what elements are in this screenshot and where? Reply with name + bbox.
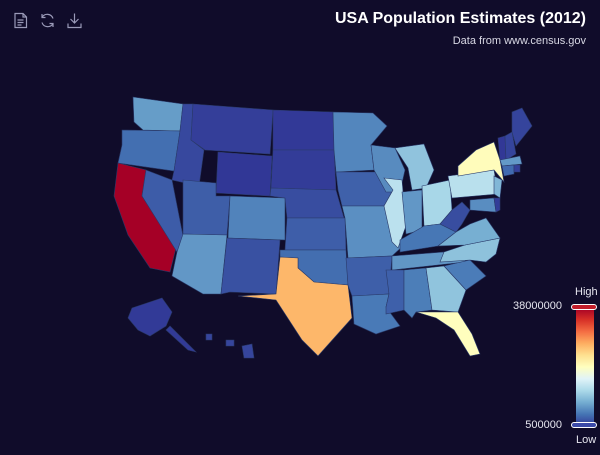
state-north-dakota[interactable]: North Dakota (272, 109, 335, 151)
state-new-mexico[interactable]: New Mexico (220, 237, 281, 295)
state-new-jersey[interactable]: New Jersey (493, 175, 503, 199)
state-texas[interactable]: Texas (237, 256, 353, 357)
state-georgia[interactable]: Georgia (425, 265, 467, 313)
visual-map-low-label: Low (576, 434, 597, 446)
restore-icon[interactable] (39, 12, 56, 29)
state-colorado[interactable]: Colorado (227, 195, 286, 241)
state-wyoming[interactable]: Wyoming (215, 151, 273, 197)
state-south-carolina[interactable]: South Carolina (443, 259, 487, 291)
state-west-virginia[interactable]: West Virginia (439, 201, 471, 233)
state-oregon[interactable]: Oregon (117, 129, 181, 172)
state-mississippi[interactable]: Mississippi (385, 269, 405, 315)
chart-title: USA Population Estimates (2012) (334, 10, 586, 27)
visual-map-high-label: High (575, 286, 598, 298)
state-north-carolina[interactable]: North Carolina (439, 237, 501, 263)
state-illinois[interactable]: Illinois (383, 177, 407, 249)
state-pennsylvania[interactable]: Pennsylvania (447, 169, 499, 199)
state-south-dakota[interactable]: South Dakota (270, 149, 337, 191)
state-hawaii[interactable]: Hawaii (205, 333, 255, 359)
toolbox (12, 12, 83, 29)
state-kansas[interactable]: Kansas (284, 217, 347, 251)
visual-map-max-value: 38000000 (513, 300, 562, 312)
state-florida[interactable]: Florida (415, 311, 481, 357)
chart-subtitle: Data from www.census.gov (452, 35, 586, 47)
state-arkansas[interactable]: Arkansas (345, 255, 393, 297)
state-massachusetts[interactable]: Massachusetts (499, 155, 523, 167)
visual-map-bottom-handle[interactable] (571, 422, 597, 428)
visual-map-min-value: 500000 (525, 419, 562, 431)
state-maine[interactable]: Maine (511, 107, 533, 147)
save-image-icon[interactable] (66, 12, 83, 29)
state-new-york[interactable]: New York (457, 141, 505, 184)
data-view-icon[interactable] (12, 12, 29, 29)
visual-map-top-handle[interactable] (571, 304, 597, 310)
state-connecticut[interactable]: Connecticut (501, 164, 515, 177)
state-washington[interactable]: Washington (132, 96, 184, 132)
state-rhode-island[interactable]: Rhode Island (513, 164, 521, 173)
state-maryland[interactable]: Maryland (469, 197, 497, 213)
state-delaware[interactable]: Delaware (493, 197, 501, 213)
state-alaska[interactable]: Alaska (127, 297, 197, 353)
visual-map-gradient-bar[interactable] (576, 308, 594, 426)
state-montana[interactable]: Montana (190, 103, 274, 155)
state-vermont[interactable]: Vermont (497, 135, 507, 161)
state-new-hampshire[interactable]: New Hampshire (504, 131, 517, 161)
state-arizona[interactable]: Arizona (171, 233, 228, 295)
